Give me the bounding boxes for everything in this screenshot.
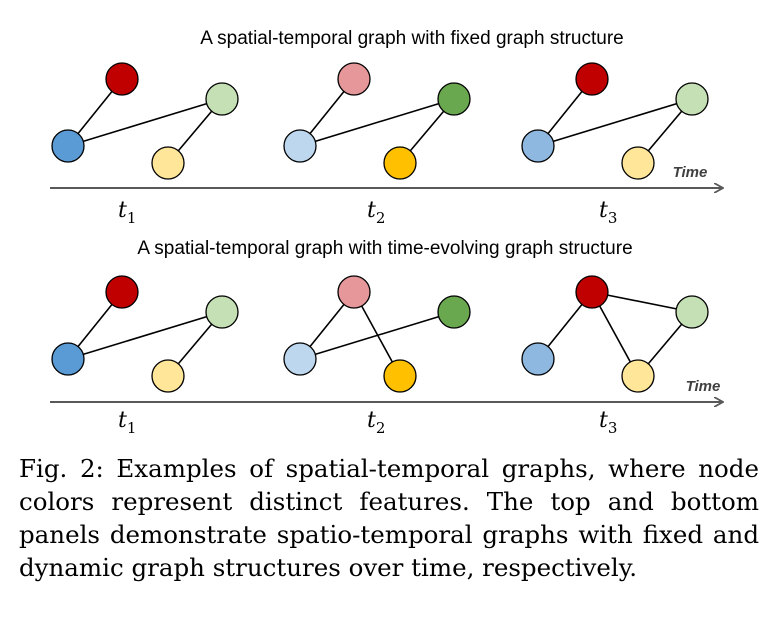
- time-step-label-fixed-2: t2: [367, 198, 385, 227]
- node-bottom: [151, 359, 185, 393]
- time-step-label-dynamic-2: t2: [367, 408, 385, 437]
- node-right: [205, 82, 239, 116]
- node-right: [437, 295, 471, 329]
- node-left: [51, 129, 85, 163]
- node-bottom: [621, 359, 655, 393]
- node-left: [283, 129, 317, 163]
- time-label-fixed: Time: [673, 164, 708, 181]
- time-step-label-fixed-1: t1: [118, 198, 136, 227]
- node-right: [675, 295, 709, 329]
- edge-left-right: [67, 311, 223, 360]
- graph-p1-t1: [51, 62, 239, 180]
- graph-p2-t3: [521, 275, 709, 393]
- figure-caption: Fig. 2: Examples of spatial-temporal gra…: [19, 454, 759, 582]
- node-bottom: [383, 146, 417, 180]
- node-top: [337, 275, 371, 309]
- node-right: [437, 82, 471, 116]
- panel-title-dynamic: A spatial-temporal graph with time-evolv…: [137, 238, 632, 259]
- node-bottom: [621, 146, 655, 180]
- panel-title-fixed: A spatial-temporal graph with fixed grap…: [200, 28, 624, 49]
- node-bottom: [151, 146, 185, 180]
- node-left: [283, 342, 317, 376]
- node-left: [521, 342, 555, 376]
- node-right: [675, 82, 709, 116]
- node-top: [105, 275, 139, 309]
- node-top: [575, 275, 609, 309]
- edge-top-right: [591, 291, 693, 313]
- node-right: [205, 295, 239, 329]
- node-left: [521, 129, 555, 163]
- graph-p2-t2: [283, 275, 471, 393]
- edge-left-right: [299, 98, 455, 147]
- graphs-dynamic: [51, 275, 709, 393]
- node-top: [337, 62, 371, 96]
- graphs-fixed: [51, 62, 709, 180]
- node-top: [575, 62, 609, 96]
- time-step-label-dynamic-3: t3: [599, 408, 617, 437]
- time-step-label-dynamic-1: t1: [118, 408, 136, 437]
- graph-p1-t3: [521, 62, 709, 180]
- time-label-dynamic: Time: [686, 378, 721, 395]
- edge-left-right: [67, 98, 223, 147]
- node-top: [105, 62, 139, 96]
- figure-diagram: A spatial-temporal graph with fixed grap…: [50, 28, 780, 437]
- node-left: [51, 342, 85, 376]
- time-step-label-fixed-3: t3: [599, 198, 617, 227]
- graph-p2-t1: [51, 275, 239, 393]
- panel-dynamic: A spatial-temporal graph with time-evolv…: [50, 238, 722, 437]
- panel-fixed: A spatial-temporal graph with fixed grap…: [50, 28, 722, 227]
- node-bottom: [383, 359, 417, 393]
- graph-p1-t2: [283, 62, 471, 180]
- edge-left-right: [537, 98, 693, 147]
